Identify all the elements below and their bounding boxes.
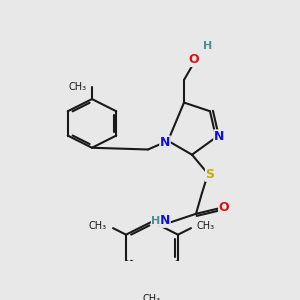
Text: N: N	[160, 214, 170, 227]
Text: H: H	[152, 216, 160, 226]
Text: N: N	[160, 136, 170, 149]
Text: CH₃: CH₃	[197, 220, 215, 230]
Text: N: N	[214, 130, 224, 143]
Text: CH₃: CH₃	[143, 294, 161, 300]
Text: CH₃: CH₃	[89, 220, 107, 230]
Text: CH₃: CH₃	[69, 82, 87, 92]
Text: S: S	[206, 168, 214, 181]
Text: O: O	[189, 53, 199, 67]
Text: H: H	[203, 41, 213, 51]
Text: O: O	[219, 201, 229, 214]
